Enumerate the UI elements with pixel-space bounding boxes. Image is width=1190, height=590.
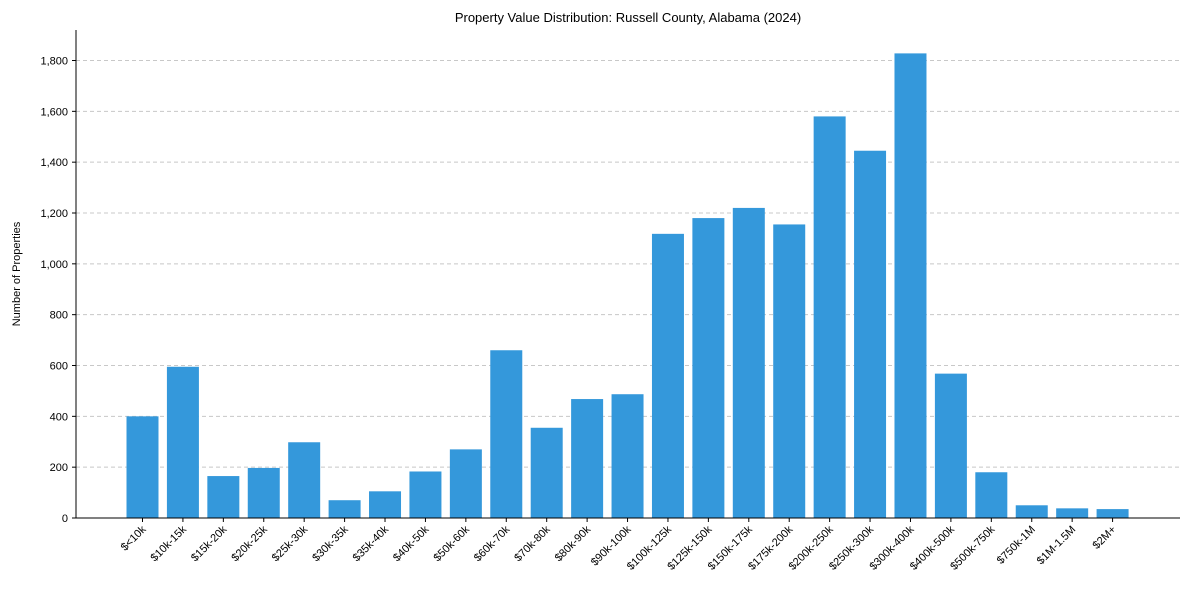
bar xyxy=(449,449,482,518)
x-tick-label: $20k-25k xyxy=(229,523,270,564)
bar xyxy=(369,491,402,518)
bar xyxy=(854,150,887,518)
bar xyxy=(247,467,280,518)
bar xyxy=(975,472,1008,518)
bar xyxy=(490,350,523,518)
y-tick-label: 0 xyxy=(62,513,68,525)
x-tick-label: $15k-20k xyxy=(189,523,230,564)
y-axis-label: Number of Properties xyxy=(11,221,23,326)
bar xyxy=(813,116,846,519)
bar xyxy=(1096,509,1129,518)
x-tick-label: $500k-750k xyxy=(948,523,997,572)
bar xyxy=(126,416,159,518)
x-tick-label: $25k-30k xyxy=(270,523,311,564)
bar xyxy=(934,373,967,518)
bar xyxy=(1015,505,1048,518)
y-ticks: 0 200 400 600 800 1,000 1,200 1,400 1,600 1,800 xyxy=(40,56,76,525)
y-tick-label: 1,200 xyxy=(40,208,68,220)
y-tick-label: 800 xyxy=(50,310,68,322)
y-tick-label: 200 xyxy=(50,462,68,474)
x-tick-label: $40k-50k xyxy=(391,523,432,564)
x-tick-label: $35k-40k xyxy=(351,523,392,564)
bar xyxy=(166,366,199,518)
bar xyxy=(207,476,240,518)
bar xyxy=(692,218,725,519)
y-gridlines xyxy=(76,60,1180,468)
bars xyxy=(126,53,1129,519)
x-tick-label: $2M+ xyxy=(1091,524,1119,552)
bar xyxy=(611,394,644,518)
y-tick-label: 1,000 xyxy=(40,259,68,271)
x-tick-label: $1M-1.5M xyxy=(1035,524,1079,568)
x-tick-label: $80k-90k xyxy=(553,523,594,564)
bar xyxy=(1056,508,1089,518)
y-tick-label: 400 xyxy=(50,411,68,423)
y-tick-label: 600 xyxy=(50,361,68,373)
bar xyxy=(571,399,604,518)
bar xyxy=(732,207,765,518)
x-tick-label: $60k-70k xyxy=(472,523,513,564)
x-tick-label: $50k-60k xyxy=(431,523,472,564)
x-tick-label: $30k-35k xyxy=(310,523,351,564)
x-ticks: $<10k $10k-15k $15k-20k $20k-25k $25k-30k $30… xyxy=(119,518,1119,573)
bar xyxy=(530,427,563,518)
bar xyxy=(894,53,927,519)
bar xyxy=(773,224,806,518)
bar xyxy=(328,500,361,518)
x-tick-label: $10k-15k xyxy=(149,523,190,564)
x-tick-label: $750k-1M xyxy=(995,524,1038,567)
x-tick-label: $70k-80k xyxy=(512,523,553,564)
y-tick-label: 1,600 xyxy=(40,106,68,118)
y-tick-label: 1,400 xyxy=(40,157,68,169)
bar xyxy=(409,471,442,518)
bar xyxy=(651,233,684,518)
bar xyxy=(288,442,321,518)
chart-title: Property Value Distribution: Russell Cou… xyxy=(455,10,801,25)
x-tick-label: $<10k xyxy=(119,523,149,553)
y-tick-label: 1,800 xyxy=(40,56,68,68)
